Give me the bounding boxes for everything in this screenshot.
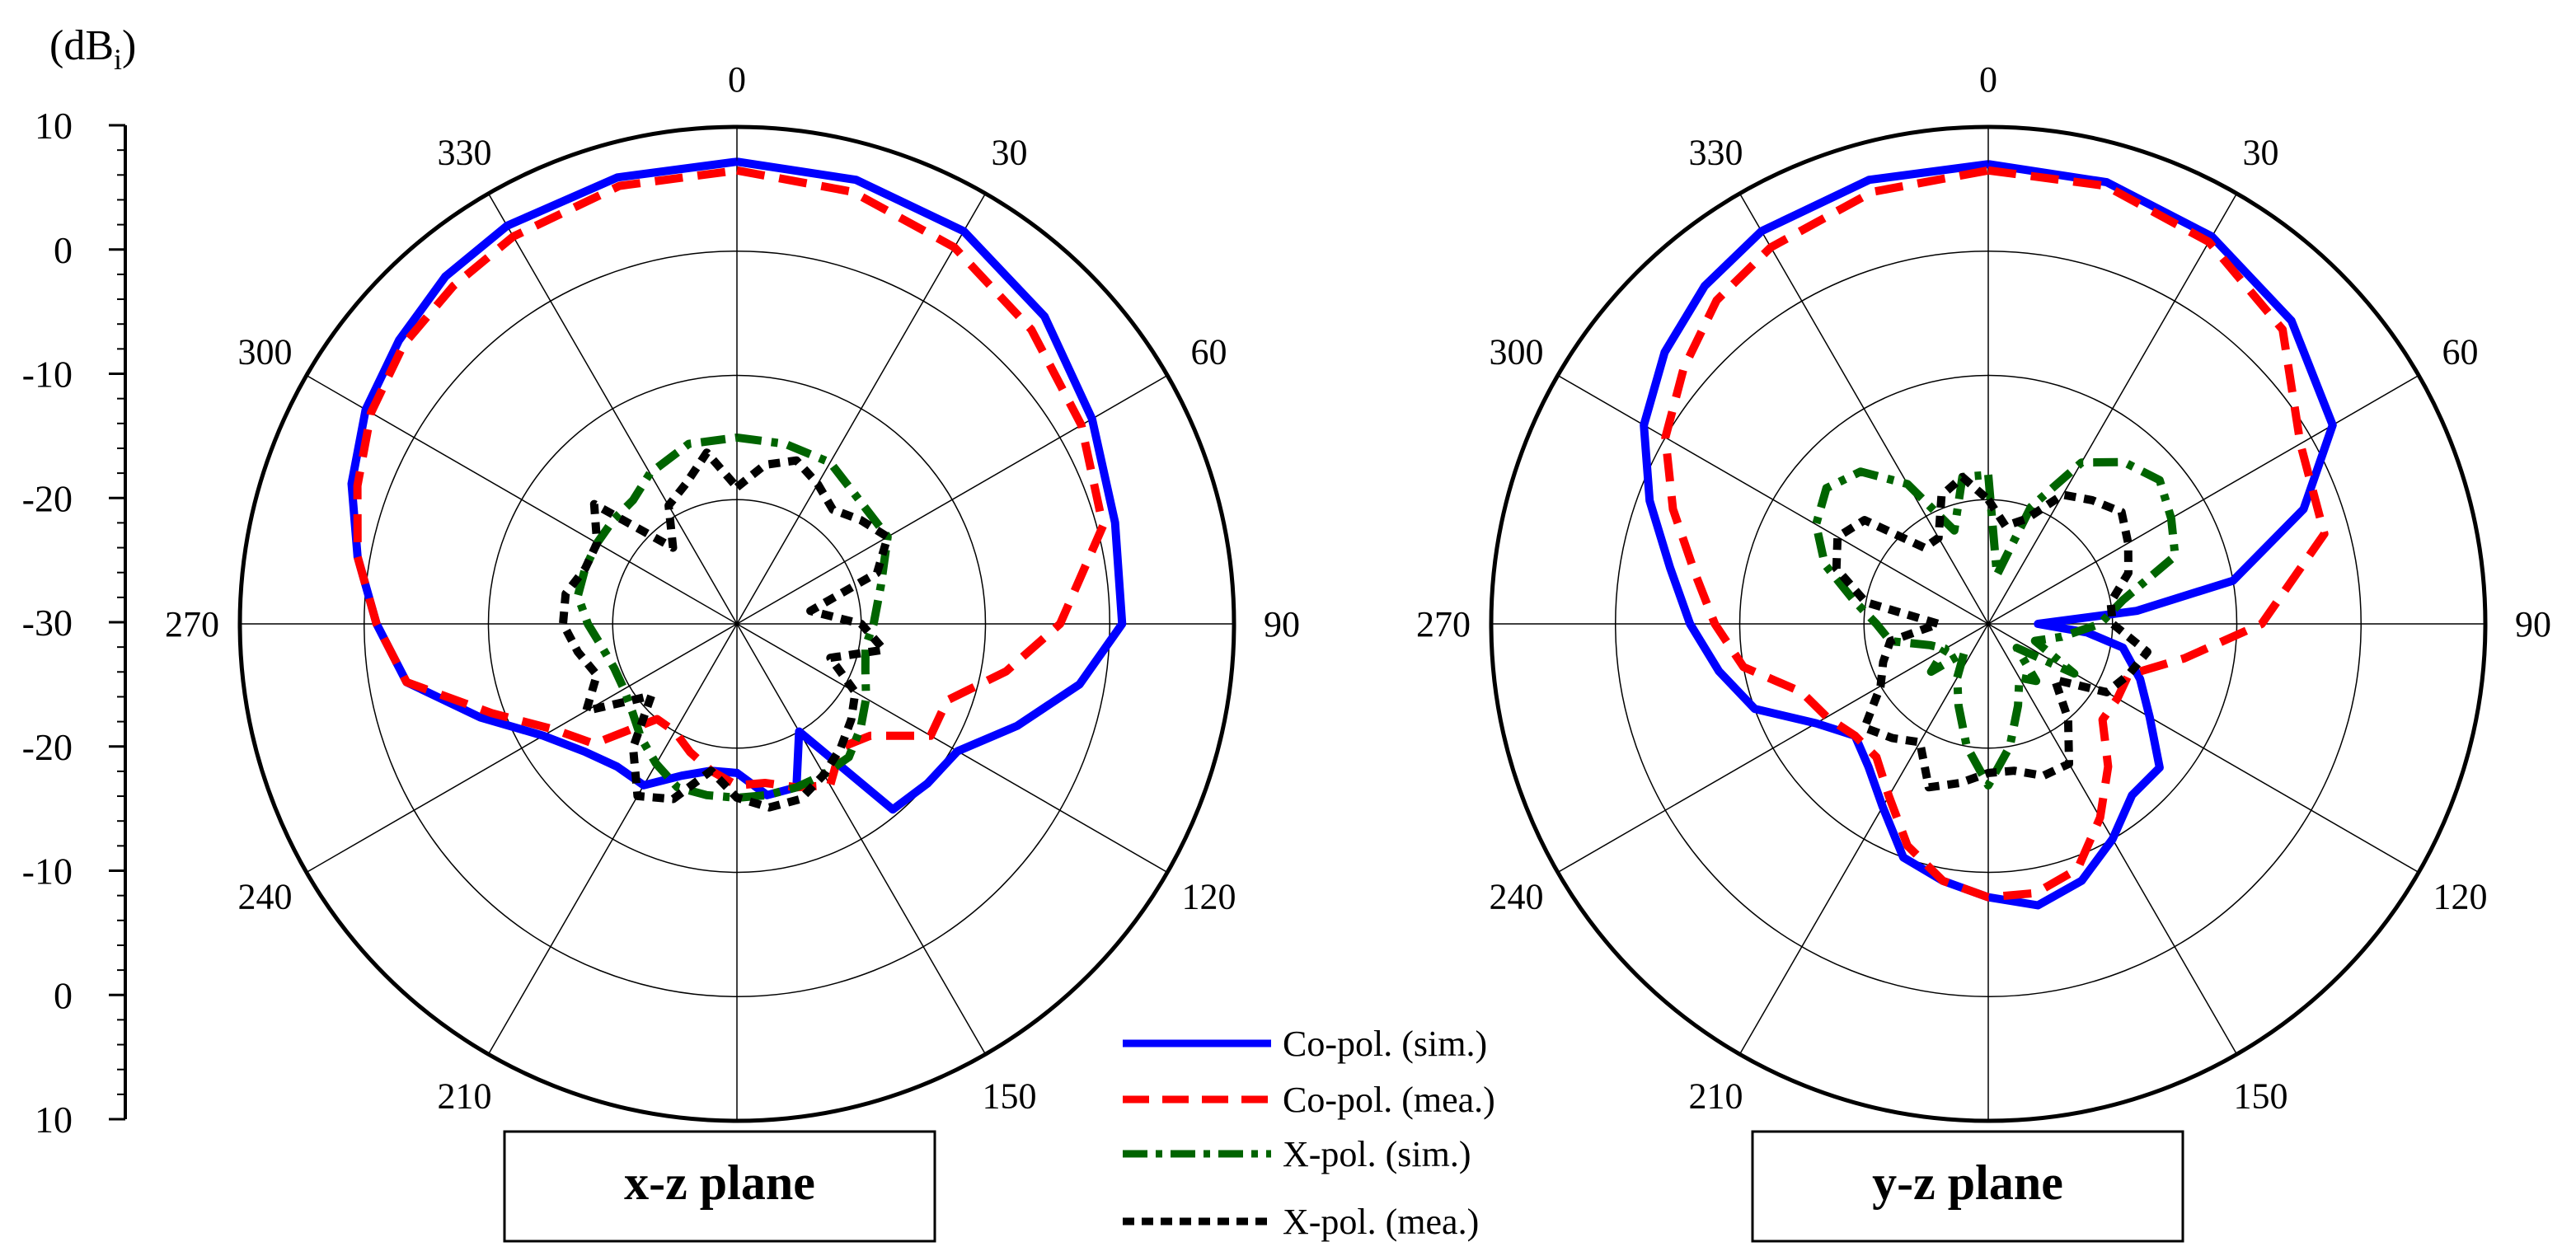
angle-label: 210 xyxy=(438,1076,492,1116)
yz-plane-frame xyxy=(1751,1130,2184,1243)
yz-plane-title-box: y-z plane xyxy=(1751,1130,2184,1243)
series-line-x-pol-sim xyxy=(1812,457,2180,790)
angle-label: 30 xyxy=(2243,133,2279,173)
angle-labels-xz: 0 30 60 90 120 150 210 240 270 300 330 xyxy=(165,59,1300,1116)
legend-label-co-pol-sim: Co-pol. (sim.) xyxy=(1283,1024,1487,1064)
scale-tick-label: -30 xyxy=(22,602,73,644)
polar-grid-xz xyxy=(237,124,1236,1123)
grid-spoke xyxy=(1987,623,2419,874)
scale-tick-label: -10 xyxy=(22,851,73,893)
scale-tick-label: -10 xyxy=(22,354,73,396)
angle-label: 270 xyxy=(1416,604,1471,644)
angle-label: 210 xyxy=(1689,1076,1743,1116)
grid-spoke xyxy=(306,374,738,625)
grid-spoke xyxy=(1738,623,1989,1055)
angle-label: 90 xyxy=(2515,604,2551,644)
scale-tick-label: -20 xyxy=(22,726,73,768)
angle-label: 0 xyxy=(1979,59,1997,100)
legend-label-co-pol-mea: Co-pol. (mea.) xyxy=(1283,1080,1495,1120)
series-line-x-pol-mea xyxy=(1832,472,2151,792)
angle-label: 150 xyxy=(2234,1076,2288,1116)
angle-label: 60 xyxy=(1190,332,1227,373)
grid-spoke xyxy=(1557,374,1989,625)
xz-plane-title-box: x-z plane xyxy=(503,1130,936,1243)
angle-label: 120 xyxy=(1181,877,1236,917)
angle-label: 0 xyxy=(728,59,746,100)
grid-spoke xyxy=(736,623,987,1055)
series-xz xyxy=(347,157,1127,814)
grid-spoke xyxy=(736,374,1168,625)
angle-label: 300 xyxy=(1490,332,1544,373)
angle-label: 150 xyxy=(983,1076,1037,1116)
grid-spoke xyxy=(1557,623,1989,874)
grid-spoke xyxy=(1987,193,2238,625)
unit-label: (dBi) xyxy=(49,22,136,76)
angle-label: 300 xyxy=(238,332,293,373)
grid-spoke xyxy=(487,623,738,1055)
polar-grid-yz xyxy=(1489,124,2488,1123)
grid-spoke xyxy=(736,623,1168,874)
angle-label: 330 xyxy=(1689,133,1743,173)
angle-label: 240 xyxy=(1490,877,1544,917)
scale-tick-label: 0 xyxy=(54,974,73,1016)
series-line-co-pol-sim xyxy=(1640,160,2337,910)
angle-label: 30 xyxy=(992,133,1028,173)
panel-yz-plane: 0 30 60 90 120 150 210 240 270 300 330 xyxy=(1416,59,2551,1123)
angle-label: 90 xyxy=(1264,604,1300,644)
xz-plane-frame xyxy=(503,1130,936,1243)
grid-spoke xyxy=(736,193,987,625)
angle-label: 270 xyxy=(165,604,219,644)
legend-label-x-pol-sim: X-pol. (sim.) xyxy=(1283,1134,1471,1174)
db-scale-axis: 10 0 -10 -20 -30 -20 -10 0 10 xyxy=(22,105,127,1141)
grid-spoke xyxy=(487,193,738,625)
angle-label: 330 xyxy=(438,133,492,173)
grid-spoke xyxy=(1987,374,2419,625)
legend: Co-pol. (sim.) Co-pol. (mea.) X-pol. (si… xyxy=(1123,1024,1495,1242)
angle-label: 240 xyxy=(238,877,293,917)
yz-plane-label: y-z plane xyxy=(1872,1155,2063,1210)
scale-tick-label: 10 xyxy=(35,1099,73,1141)
grid-spoke xyxy=(306,623,738,874)
scale-tick-label: -20 xyxy=(22,477,73,519)
legend-label-x-pol-mea: X-pol. (mea.) xyxy=(1283,1202,1479,1242)
xz-plane-label: x-z plane xyxy=(624,1155,815,1210)
series-line-co-pol-mea xyxy=(1661,166,2329,902)
scale-tick-label: 0 xyxy=(54,229,73,271)
series-line-x-pol-sim xyxy=(574,433,892,802)
angle-label: 120 xyxy=(2433,877,2487,917)
grid-spoke xyxy=(1738,193,1989,625)
panel-xz-plane: 0 30 60 90 120 150 210 240 270 300 330 xyxy=(165,59,1300,1123)
angle-label: 60 xyxy=(2442,332,2478,373)
scale-tick-label: 10 xyxy=(35,105,73,147)
angle-labels-yz: 0 30 60 90 120 150 210 240 270 300 330 xyxy=(1416,59,2551,1116)
series-yz xyxy=(1640,160,2337,910)
series-line-x-pol-mea xyxy=(559,448,892,812)
